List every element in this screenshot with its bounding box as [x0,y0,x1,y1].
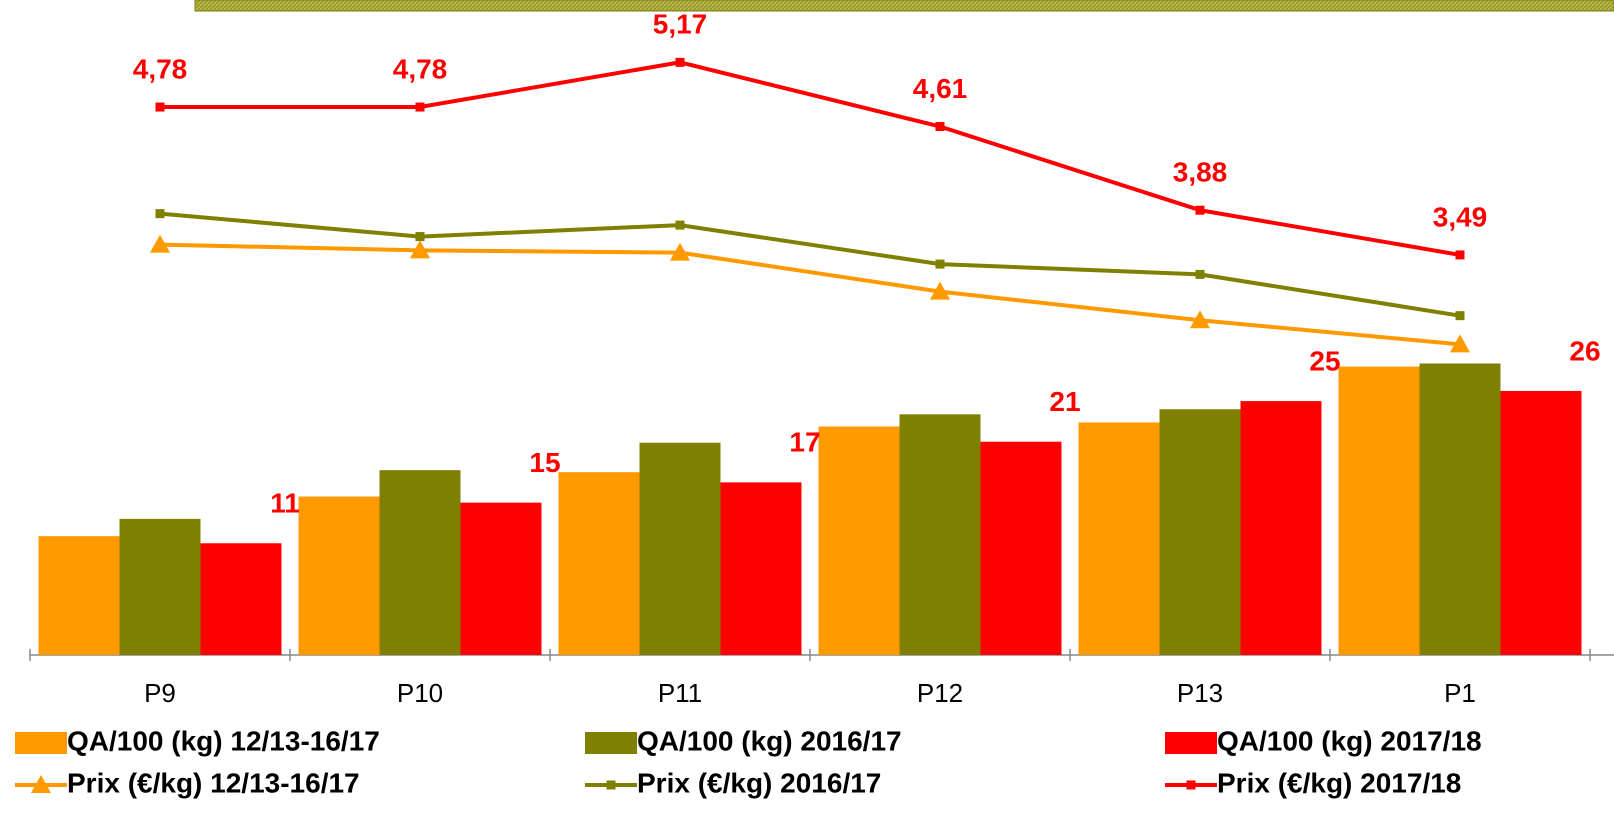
data-label: 3,49 [1433,201,1488,232]
legend-label: Prix (€/kg) 12/13-16/17 [67,767,360,798]
x-tick-label: P10 [397,678,443,708]
line-marker [935,122,945,132]
data-label: 4,61 [913,73,968,104]
bar [119,518,201,655]
bar [460,502,542,655]
x-tick-label: P12 [917,678,963,708]
legend-label: QA/100 (kg) 2016/17 [637,725,902,756]
line [159,211,1461,318]
line-marker [1455,311,1465,321]
bar [200,543,282,655]
legend-label: Prix (€/kg) 2016/17 [637,767,881,798]
x-tick-label: P11 [658,678,702,708]
line-marker [930,281,950,300]
bar [1500,390,1582,655]
legend-label: QA/100 (kg) 2017/18 [1217,725,1482,756]
data-label: 17 [789,427,820,458]
x-tick-label: P9 [144,678,176,708]
data-label: 4,78 [133,53,188,84]
bar [1078,422,1160,655]
bar [38,536,120,655]
x-tick-label: P13 [1177,678,1223,708]
legend-swatch [1165,732,1217,754]
bar [639,442,721,655]
x-tick-label: P1 [1444,678,1476,708]
line-marker [410,240,430,259]
legend: QA/100 (kg) 12/13-16/17 QA/100 (kg) 2016/… [15,725,1482,798]
bar [558,472,640,655]
line-marker [1195,269,1205,279]
data-label: 5,17 [653,9,708,40]
data-label: 25 [1309,345,1340,376]
line [160,60,1461,257]
legend-marker [606,780,616,790]
line-marker [675,57,685,67]
legend-swatch [585,732,637,754]
data-label: 3,88 [1173,157,1228,188]
header-band [194,0,1614,12]
bar [1419,363,1501,655]
legend-swatch [15,732,67,754]
line [159,242,1461,347]
bar [980,441,1062,655]
legend-label: Prix (€/kg) 2017/18 [1217,767,1461,798]
data-label: 4,78 [393,53,448,84]
bar [1240,401,1322,655]
bar [1159,409,1241,655]
data-label: 11 [270,488,300,519]
line-marker [155,102,165,112]
line-marker [935,259,945,269]
bar [1338,366,1420,655]
legend-label: QA/100 (kg) 12/13-16/17 [67,725,380,756]
data-label: 21 [1049,386,1080,417]
line-marker [415,102,425,112]
legend-marker [31,775,51,793]
bar [899,414,981,655]
line-marker [155,209,165,219]
line-marker [415,232,425,242]
line-marker [670,242,690,261]
line-marker [1450,334,1470,353]
plot-area: P9 P10 P11 P12 P13 P1 11 15 17 21 25 26 4,78 4,78 5,17… [29,9,1614,708]
legend-marker [1186,780,1196,790]
data-label: 26 [1569,335,1600,366]
data-label: 15 [529,447,560,478]
bar [298,496,380,655]
line-marker [150,234,170,253]
line-marker [1195,205,1205,215]
line-marker [1455,250,1465,260]
line-marker [675,220,685,230]
bar [379,470,461,655]
bar [720,482,802,655]
line-marker [1190,310,1210,329]
bar [818,426,900,655]
